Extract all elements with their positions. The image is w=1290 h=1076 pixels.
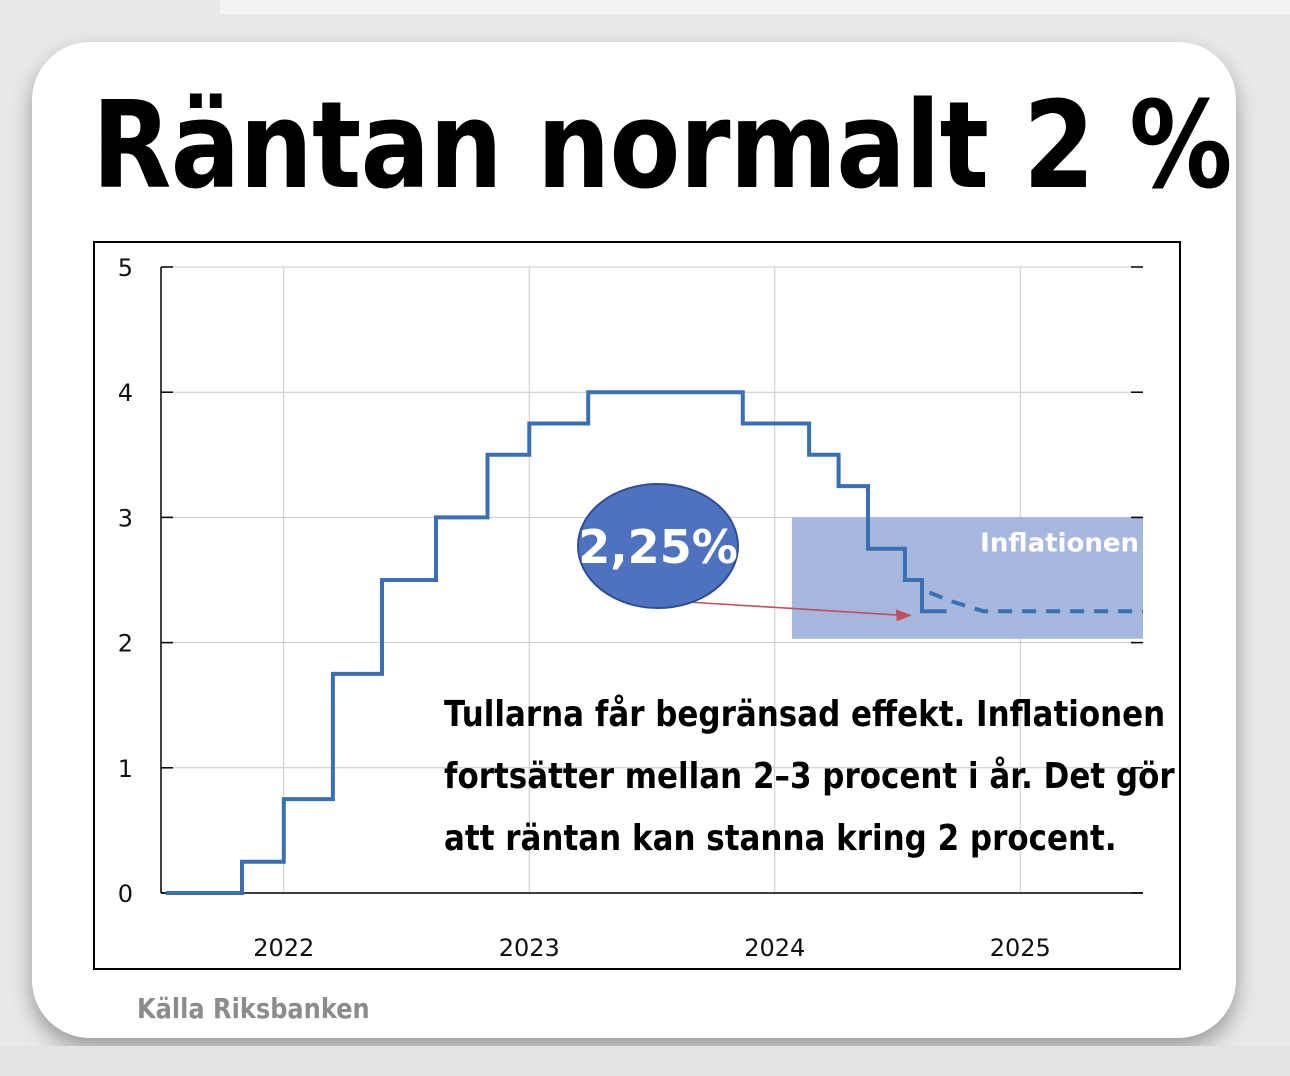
page-title: Räntan normalt 2 % (92, 77, 1233, 216)
bottom-fade (0, 1046, 1290, 1076)
policy-rate-line (165, 390, 947, 895)
note-line-2: fortsätter mellan 2–3 procent i år. Det … (444, 756, 1175, 797)
x-tick-label: 2025 (990, 934, 1051, 962)
x-tick-label: 2023 (499, 934, 560, 962)
chart-series (165, 390, 1143, 895)
top-strip (220, 0, 1290, 14)
annotation-bubble-label: 2,25% (578, 520, 738, 574)
y-tick-label: 2 (118, 630, 133, 658)
annotation-arrow-head (895, 609, 912, 622)
y-tick-label: 0 (118, 880, 133, 908)
y-tick-label: 3 (118, 504, 133, 532)
note-line-1: Tullarna får begränsad effekt. Inflation… (444, 694, 1166, 735)
policy-rate-forecast-line (928, 590, 1143, 614)
interest-rate-chart: Inflationen 0 1 2 3 4 5 2022 2023 2024 2025 2,25% (118, 254, 1143, 962)
x-tick-label: 2022 (253, 934, 314, 962)
y-tick-label: 1 (118, 755, 133, 783)
chart-note: Tullarna får begränsad effekt. Inflation… (444, 684, 1175, 870)
note-line-3: att räntan kan stanna kring 2 procent. (444, 818, 1117, 859)
inflation-band: Inflationen (791, 517, 1143, 639)
inflation-band-label: Inflationen (980, 528, 1139, 558)
chart-frame: Inflationen 0 1 2 3 4 5 2022 2023 2024 2025 2,25% (93, 241, 1181, 970)
inflation-band-rect (791, 517, 1143, 639)
annotation-arrow-line (687, 601, 902, 617)
y-tick-label: 5 (118, 254, 133, 282)
annotation-bubble (577, 483, 739, 609)
chart-annotation: 2,25% (577, 483, 912, 622)
source-label: Källa Riksbanken (137, 992, 370, 1025)
x-tick-label: 2024 (744, 934, 805, 962)
y-tick-label: 4 (118, 379, 133, 407)
